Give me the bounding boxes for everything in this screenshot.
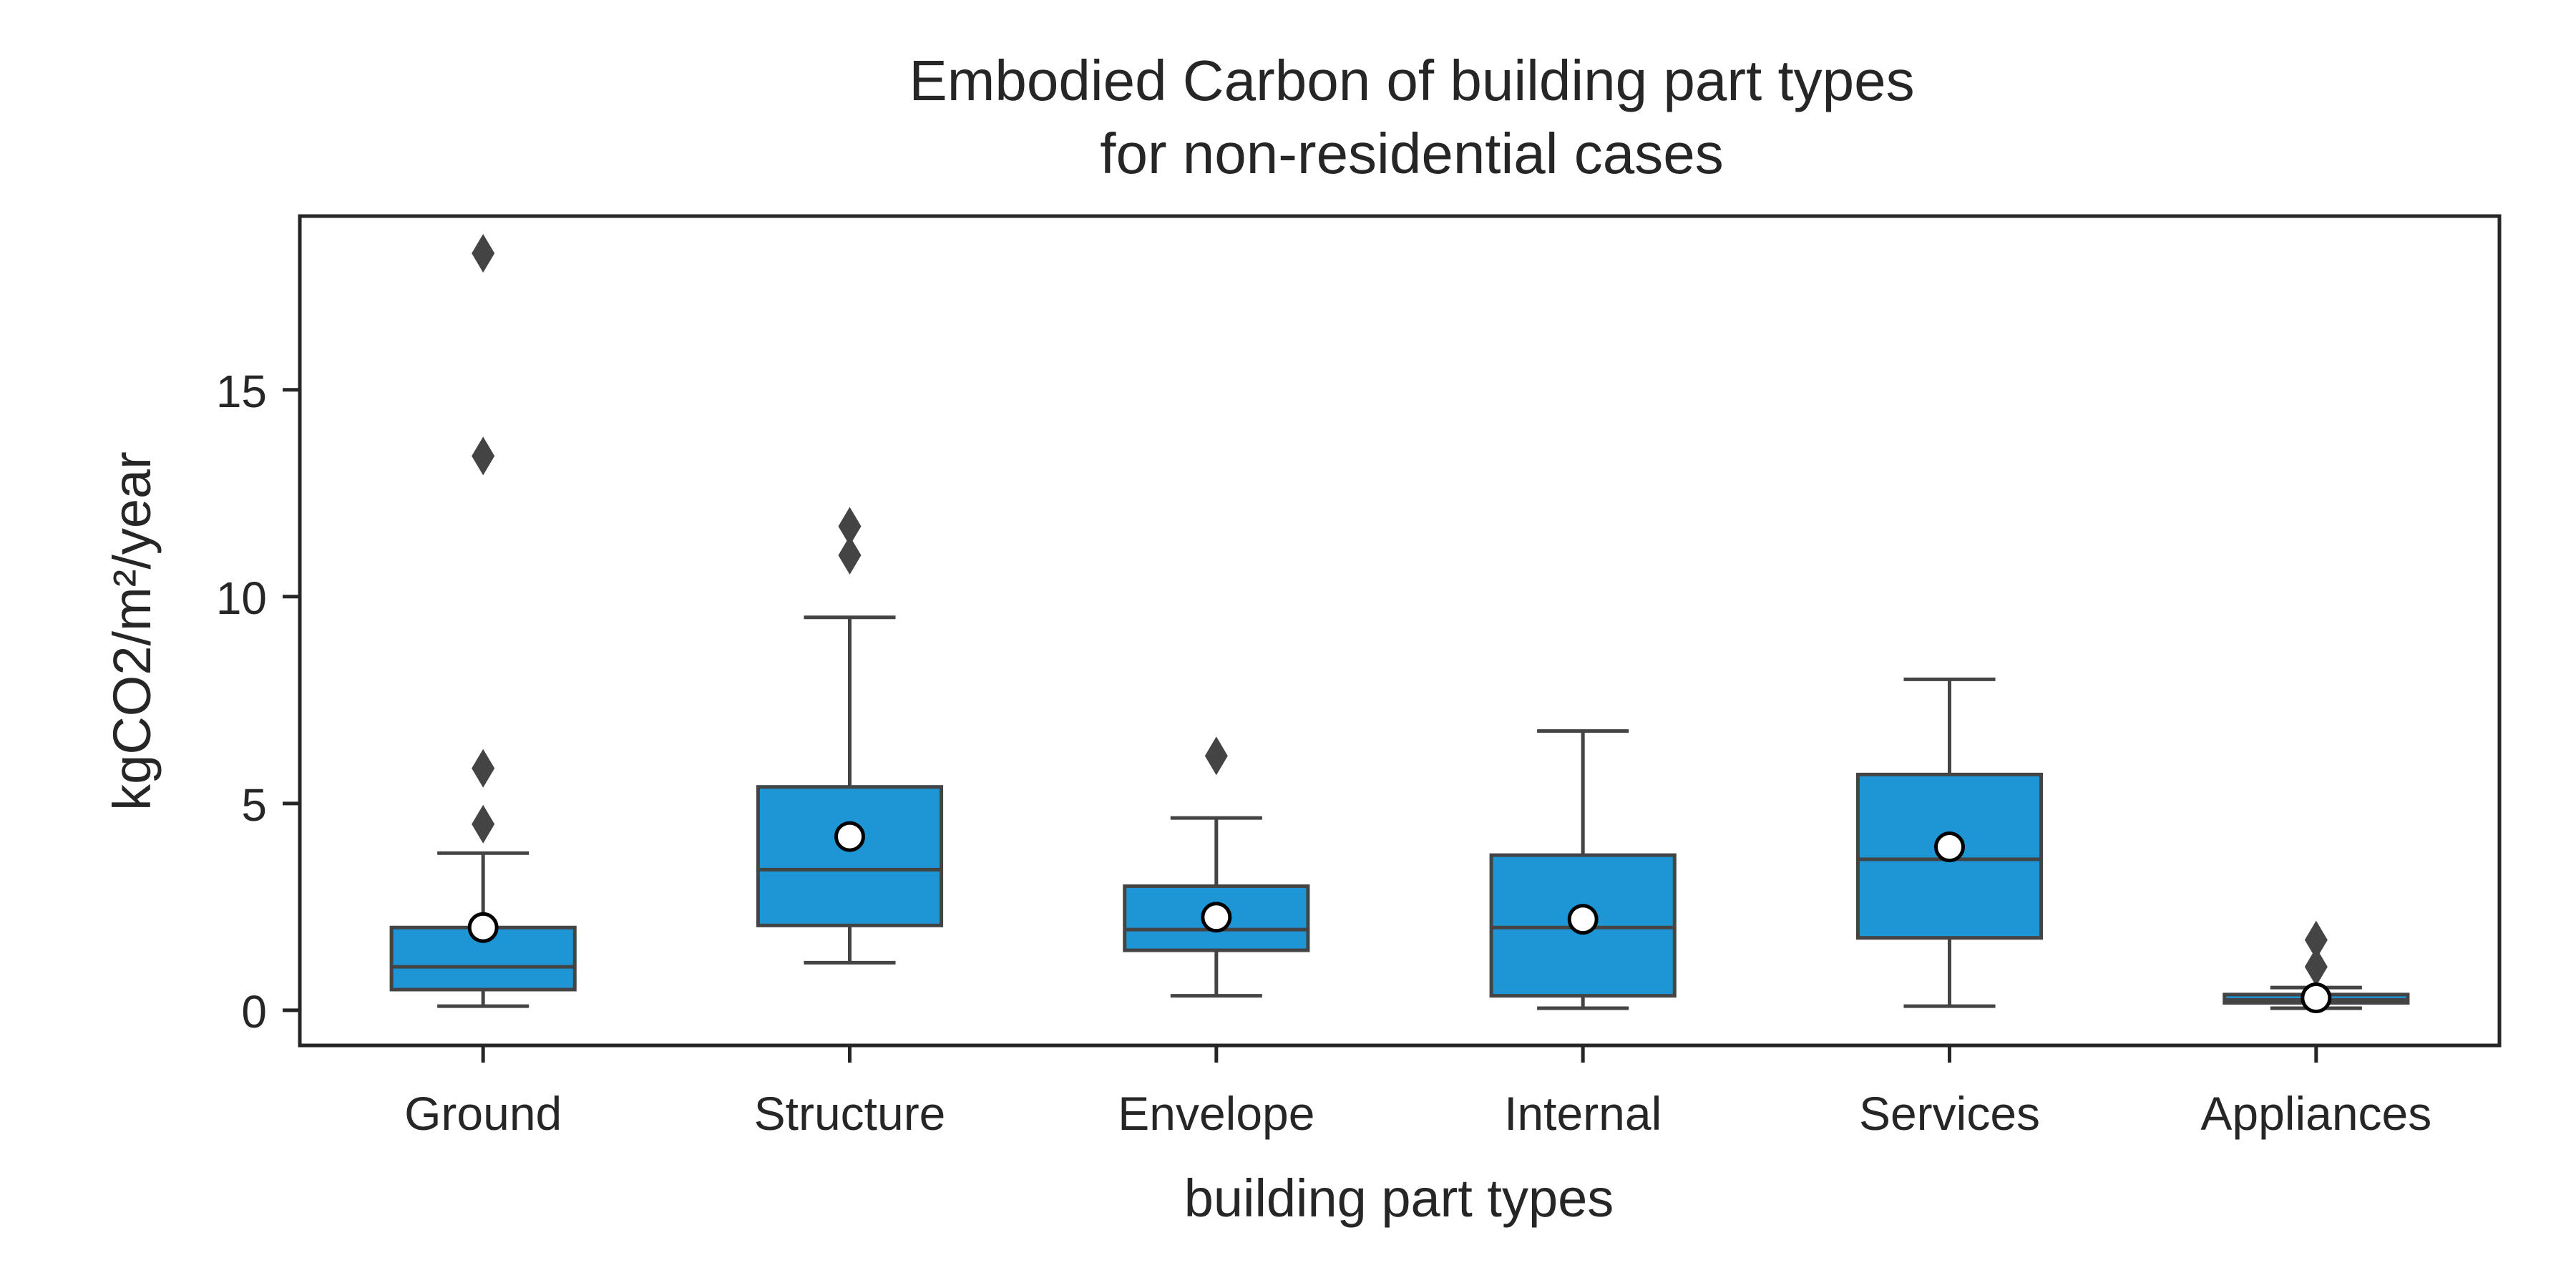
outlier-point bbox=[1204, 736, 1228, 776]
mean-marker bbox=[834, 821, 865, 852]
mean-marker bbox=[2301, 982, 2332, 1014]
box-services bbox=[1855, 677, 2044, 1008]
box-ground bbox=[389, 234, 577, 1008]
plot-frame bbox=[298, 214, 2502, 1048]
x-tick-label: Ground bbox=[404, 1087, 562, 1140]
outlier-point bbox=[2304, 947, 2328, 987]
outlier-point bbox=[472, 234, 495, 273]
outlier-point bbox=[838, 536, 862, 575]
x-axis: Ground Structure Envelope Internal Services A… bbox=[404, 1045, 2431, 1140]
mean-marker bbox=[1567, 904, 1599, 935]
iqr-box bbox=[756, 785, 944, 927]
box-internal bbox=[1489, 729, 1677, 1010]
y-axis: 0 5 10 15 bbox=[216, 366, 300, 1038]
y-tick-label: 10 bbox=[216, 572, 267, 624]
chart-title-line2: for non-residential cases bbox=[1100, 122, 1724, 185]
plot-area bbox=[389, 234, 2410, 1014]
x-tick-label: Envelope bbox=[1118, 1087, 1314, 1140]
mean-marker bbox=[1201, 902, 1232, 933]
x-tick-label: Internal bbox=[1504, 1087, 1662, 1140]
outlier-point bbox=[838, 507, 862, 546]
x-tick-label: Appliances bbox=[2200, 1087, 2431, 1140]
mean-marker bbox=[1934, 831, 1965, 863]
outlier-point bbox=[2304, 920, 2328, 960]
outlier-point bbox=[472, 748, 495, 788]
x-tick-label: Structure bbox=[754, 1087, 946, 1140]
x-axis-label: building part types bbox=[1184, 1169, 1614, 1228]
y-tick-label: 15 bbox=[216, 366, 267, 417]
box-appliances bbox=[2223, 920, 2410, 1014]
y-tick-label: 5 bbox=[241, 779, 267, 831]
y-axis-label: kgCO2/m²/year bbox=[102, 452, 162, 811]
y-tick-label: 0 bbox=[241, 986, 267, 1038]
mean-marker bbox=[467, 912, 499, 943]
x-tick-label: Services bbox=[1859, 1087, 2040, 1140]
outlier-point bbox=[472, 436, 495, 476]
chart-title-line1: Embodied Carbon of building part types bbox=[909, 49, 1914, 112]
box-structure bbox=[756, 507, 944, 965]
box-envelope bbox=[1123, 736, 1310, 998]
outlier-point bbox=[472, 804, 495, 844]
